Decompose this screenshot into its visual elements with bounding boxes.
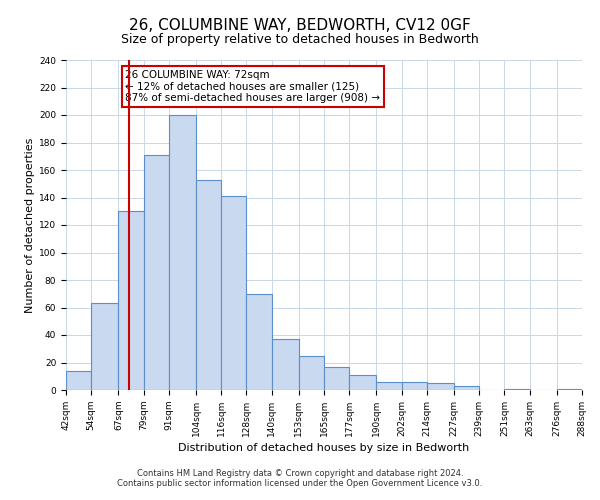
Bar bbox=[324, 366, 349, 390]
Bar bbox=[196, 180, 221, 390]
Text: Contains HM Land Registry data © Crown copyright and database right 2024.: Contains HM Land Registry data © Crown c… bbox=[137, 468, 463, 477]
Text: 26, COLUMBINE WAY, BEDWORTH, CV12 0GF: 26, COLUMBINE WAY, BEDWORTH, CV12 0GF bbox=[129, 18, 471, 32]
Bar bbox=[169, 115, 196, 390]
Bar bbox=[299, 356, 324, 390]
Bar bbox=[427, 383, 454, 390]
Bar bbox=[221, 196, 247, 390]
Bar bbox=[66, 371, 91, 390]
Bar bbox=[247, 294, 272, 390]
Bar bbox=[349, 375, 376, 390]
Bar bbox=[376, 382, 401, 390]
Bar bbox=[118, 211, 143, 390]
Text: Contains public sector information licensed under the Open Government Licence v3: Contains public sector information licen… bbox=[118, 478, 482, 488]
Text: 26 COLUMBINE WAY: 72sqm
← 12% of detached houses are smaller (125)
87% of semi-d: 26 COLUMBINE WAY: 72sqm ← 12% of detache… bbox=[125, 70, 380, 103]
Bar bbox=[143, 155, 169, 390]
Bar bbox=[401, 382, 427, 390]
Bar bbox=[557, 388, 582, 390]
Bar bbox=[454, 386, 479, 390]
X-axis label: Distribution of detached houses by size in Bedworth: Distribution of detached houses by size … bbox=[178, 443, 470, 453]
Bar bbox=[91, 304, 118, 390]
Y-axis label: Number of detached properties: Number of detached properties bbox=[25, 138, 35, 312]
Bar bbox=[272, 339, 299, 390]
Bar bbox=[505, 388, 530, 390]
Text: Size of property relative to detached houses in Bedworth: Size of property relative to detached ho… bbox=[121, 32, 479, 46]
